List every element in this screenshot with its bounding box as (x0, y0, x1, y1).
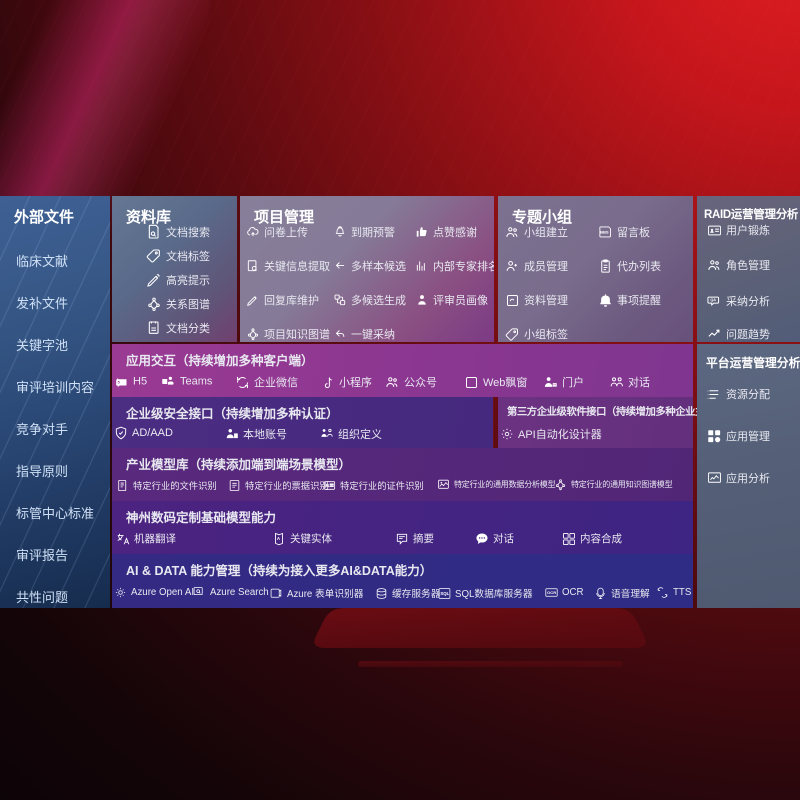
svg-text:A: A (277, 536, 281, 541)
svg-text:SQL: SQL (440, 591, 449, 596)
svg-text:OCR: OCR (547, 590, 556, 595)
svg-text:QA: QA (710, 298, 716, 302)
svg-text:BBS: BBS (600, 229, 609, 234)
